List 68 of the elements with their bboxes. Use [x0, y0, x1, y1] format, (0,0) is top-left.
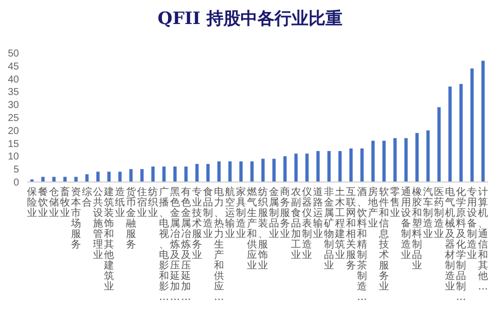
x-tick-label: 金属制品业: [269, 186, 280, 240]
bar: [371, 140, 375, 182]
y-tick-label: 30: [8, 100, 20, 112]
x-tick-label: 仪器仪表制造业: [302, 186, 312, 261]
x-tick-label: 航空运输业: [224, 186, 235, 240]
bar: [426, 130, 430, 182]
y-tick-label: 15: [8, 138, 20, 150]
y-tick-label: 0: [13, 178, 20, 188]
x-tick-label: 资本市场服务: [70, 186, 81, 250]
x-tick-label: 互联网和相关服务: [346, 187, 356, 272]
category-label: 电气机械及器材制造业: [445, 187, 456, 292]
category-label: 广播、电视、电影和影…: [158, 187, 169, 303]
x-tick-label: 综合: [82, 186, 92, 208]
category-label: 有色金属冶炼及压延加…: [180, 187, 191, 303]
x-tick-label: 纺织业: [148, 186, 158, 219]
x-tick-label: 仓储业: [48, 186, 59, 219]
bar: [470, 68, 474, 182]
x-tick-label: 货币金融服务: [126, 186, 136, 250]
x-tick-label: 保险业: [26, 187, 37, 219]
bar: [448, 86, 452, 182]
x-tick-label: 医药制造业: [434, 187, 444, 240]
category-label: 化学原料及化学制品制…: [456, 187, 466, 303]
bar: [415, 132, 419, 182]
category-label: 黑色金属冶炼及压延加…: [170, 187, 180, 303]
x-tick-label: 非金属矿物制品业: [323, 186, 334, 272]
x-tick-label: 通用设备制造业: [401, 186, 412, 261]
x-tick-label: 专用设备制造业: [467, 186, 478, 261]
x-tick-label: 道路运输业: [313, 186, 324, 240]
x-tick-label: 食品制造业: [202, 186, 213, 240]
category-label: 建筑装饰和其他建筑业: [104, 187, 114, 292]
bar: [459, 84, 463, 182]
x-tick-label: 橡胶和塑料制品业: [412, 186, 422, 272]
x-tick-label: 纺织服装、服饰业: [257, 186, 268, 272]
bar: [404, 138, 408, 182]
x-tick-label: 餐饮业: [36, 186, 48, 219]
x-tick-label: 家具制造业: [236, 186, 246, 240]
bar: [437, 107, 441, 182]
bar: [294, 154, 298, 182]
bar: [283, 156, 287, 182]
y-tick-label: 35: [8, 87, 20, 98]
bar: [382, 140, 386, 182]
x-tick-label: 土木工程建筑业: [334, 186, 346, 261]
category-label: 酒、饮料和精制茶制造…: [357, 187, 368, 303]
category-label: 计算机、通信和其他…: [478, 187, 488, 292]
x-tick-label: 商务服务业: [280, 186, 290, 240]
x-tick-label: 专业技术服务业: [190, 186, 202, 261]
x-tick-label: 公共设施管理业: [92, 186, 103, 261]
y-tick-label: 50: [8, 48, 20, 60]
y-tick-label: 25: [8, 113, 20, 124]
y-tick-label: 40: [8, 74, 20, 86]
x-tick-label: 汽车制造业: [423, 186, 434, 240]
x-tick-label: 住宿业: [136, 187, 147, 219]
x-tick-label: 房地产业: [367, 186, 378, 230]
chart-title: QFII 持股中各行业比重: [158, 9, 342, 29]
y-tick-label: 5: [13, 164, 20, 176]
category-label: 电力、热力生产和供应…: [214, 187, 224, 303]
x-tick-label: 零售业: [390, 187, 400, 219]
bar: [305, 154, 309, 182]
y-tick-label: 20: [8, 126, 20, 137]
x-tick-label: 燃气生产和供应业: [247, 186, 257, 272]
y-tick-label: 45: [8, 61, 20, 72]
x-tick-label: 畜牧业: [60, 186, 70, 219]
bar: [481, 60, 485, 182]
bar: [393, 138, 397, 182]
y-tick-label: 10: [8, 152, 20, 163]
x-tick-label: 造纸业: [114, 186, 125, 219]
category-label: 软件和信息技术服务业: [379, 187, 390, 292]
x-tick-label: 农副食品加工业: [291, 187, 302, 261]
